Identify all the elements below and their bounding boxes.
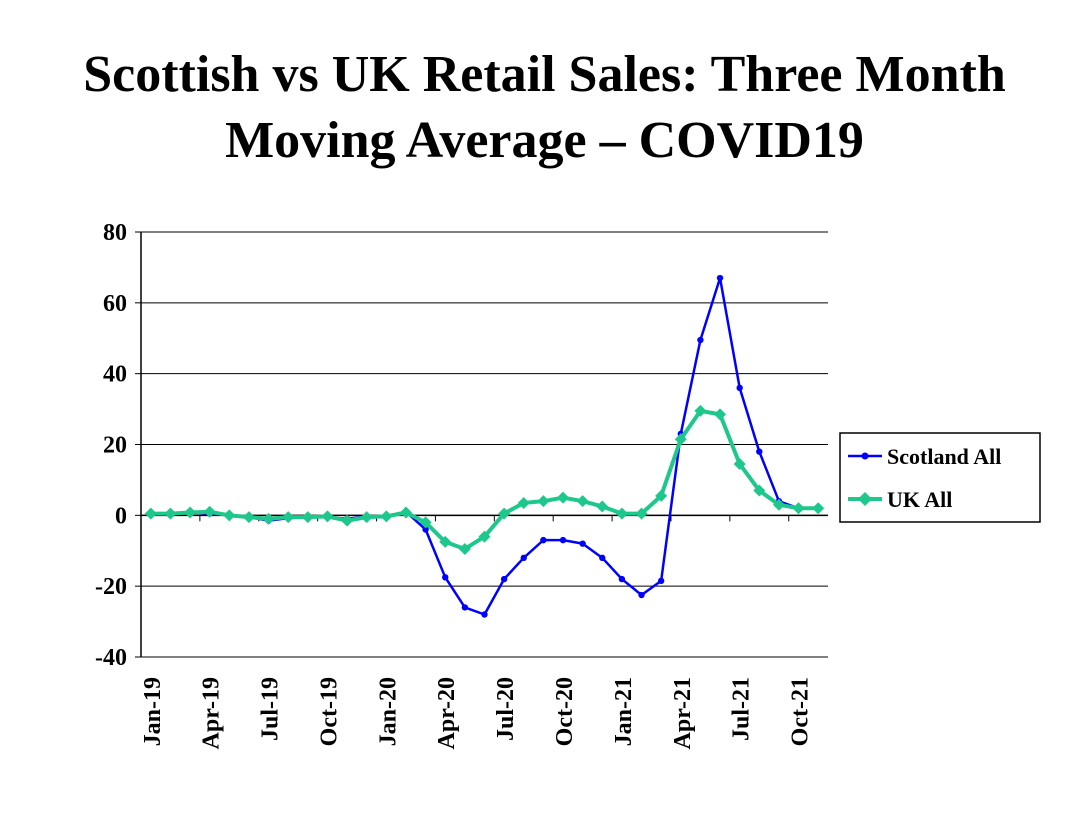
series-line (150, 408, 819, 551)
data-point (537, 495, 550, 508)
legend-swatch-marker (858, 492, 872, 506)
series-line (150, 276, 819, 616)
legend: Scotland All UK All (839, 432, 1041, 523)
y-tick-label: 0 (115, 503, 127, 529)
data-point (144, 507, 157, 520)
y-tick-label: 20 (103, 433, 127, 459)
x-tick-label: Jan-21 (611, 677, 637, 746)
data-point (812, 502, 825, 515)
x-tick-label: Jul-21 (729, 677, 755, 741)
gridlines (141, 231, 828, 658)
data-point (380, 510, 393, 523)
data-point (716, 274, 724, 282)
data-point (341, 514, 354, 527)
legend-label: UK All (887, 487, 952, 512)
x-tick-label: Apr-20 (434, 677, 460, 749)
data-point (439, 535, 452, 548)
x-tick-label: Jan-19 (140, 677, 166, 746)
data-point (618, 575, 626, 583)
data-point (203, 505, 216, 518)
x-tick-label: Oct-21 (788, 677, 814, 746)
data-point (655, 489, 668, 502)
data-point (481, 611, 488, 618)
data-point (697, 336, 704, 344)
x-tick-label: Jul-19 (258, 677, 284, 741)
data-point (635, 507, 648, 520)
series (144, 274, 825, 618)
data-point (301, 511, 314, 524)
chart-title-line-1: Scottish vs UK Retail Sales: Three Month (83, 46, 1006, 103)
data-point (498, 507, 511, 520)
x-tick-labels: Jan-19 Apr-19 Jul-19 Oct-19 Jan-20 Apr-20 Jul-… (140, 677, 814, 749)
data-point (557, 491, 570, 504)
data-point (576, 495, 589, 508)
data-point (540, 536, 547, 544)
data-point (500, 575, 508, 583)
y-tick-label: -40 (95, 645, 127, 671)
data-point (321, 510, 334, 523)
x-tick-label: Apr-19 (199, 677, 225, 749)
x-tick-label: Jul-20 (493, 677, 519, 741)
legend-label: Scotland All (887, 444, 1001, 469)
chart-title-line-2: Moving Average – COVID19 (225, 112, 864, 169)
data-point (657, 577, 665, 585)
data-point (599, 554, 606, 562)
chart-title: Scottish vs UK Retail Sales: Three Month… (0, 42, 1089, 174)
data-point (478, 530, 491, 543)
data-point (733, 457, 746, 470)
x-tick-label: Oct-20 (552, 677, 578, 746)
x-tick-label: Oct-19 (316, 677, 342, 746)
data-point (520, 554, 527, 562)
data-point (419, 516, 432, 529)
data-point (772, 498, 785, 511)
data-point (223, 509, 236, 522)
data-point (674, 433, 687, 446)
y-tick-label: 60 (103, 291, 127, 317)
data-point (579, 540, 586, 547)
data-point (461, 604, 469, 611)
data-point (756, 448, 763, 455)
data-point (736, 384, 743, 392)
legend-box (839, 432, 1041, 523)
data-point (442, 574, 449, 581)
data-point (242, 511, 255, 524)
data-point (714, 408, 727, 421)
data-point (184, 506, 197, 519)
data-point (164, 507, 177, 520)
y-tick-label: 80 (103, 220, 127, 246)
data-point (559, 536, 567, 544)
series-scotland-all (147, 274, 822, 618)
data-point (753, 484, 766, 497)
data-point (422, 526, 429, 533)
data-point (360, 511, 373, 524)
y-tick-labels: 80 60 40 20 0 -20 -40 (95, 220, 127, 671)
data-point (517, 496, 530, 509)
data-point (638, 591, 645, 599)
legend-swatch-marker (861, 452, 869, 460)
data-point (694, 404, 707, 417)
data-point (458, 542, 471, 555)
data-point (262, 512, 275, 525)
x-tick-label: Apr-21 (670, 677, 696, 749)
data-point (399, 506, 412, 519)
series-uk-all (144, 404, 825, 555)
data-point (615, 507, 628, 520)
y-tick-label: -20 (95, 574, 127, 600)
data-point (282, 511, 295, 524)
y-tick-label: 40 (103, 362, 127, 388)
data-point (596, 500, 609, 513)
data-point (792, 502, 805, 515)
x-tick-label: Jan-20 (375, 677, 401, 746)
